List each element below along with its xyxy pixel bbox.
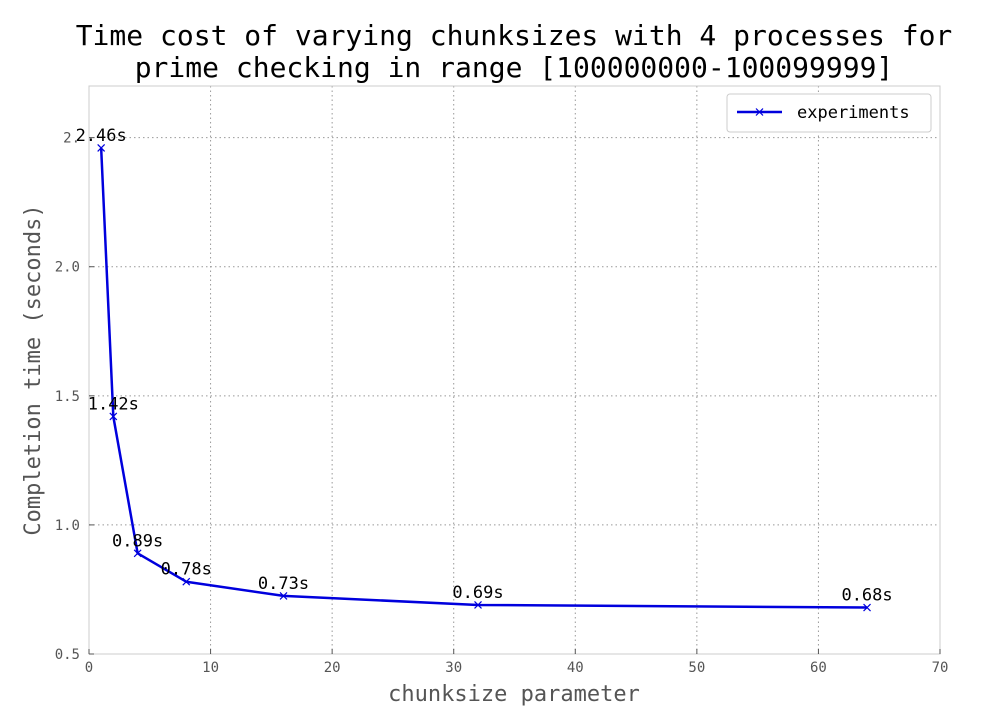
data-label: 1.42s <box>88 394 139 414</box>
x-axis-ticks: 0 10 20 30 40 50 60 70 <box>85 649 949 676</box>
data-label: 0.69s <box>452 583 503 603</box>
y-tick-label: 0.5 <box>55 647 80 663</box>
x-tick-label: 60 <box>810 660 827 676</box>
legend: experiments <box>726 93 932 133</box>
data-point <box>279 591 288 600</box>
legend-box <box>726 93 932 133</box>
y-tick-label: 2. <box>63 131 80 147</box>
y-tick-label: 2.0 <box>55 260 80 276</box>
legend-label: experiments <box>797 103 910 123</box>
chart-title-line-1: Time cost of varying chunksizes with 4 p… <box>76 19 953 52</box>
data-point <box>133 549 142 558</box>
data-label: 0.89s <box>112 531 163 551</box>
series-line <box>99 147 868 609</box>
data-point <box>863 603 871 612</box>
legend-marker <box>755 108 764 116</box>
x-tick-label: 10 <box>202 660 219 676</box>
data-label: 0.68s <box>841 586 892 606</box>
data-point <box>97 144 106 152</box>
x-tick-label: 0 <box>85 660 93 676</box>
data-point <box>474 601 482 609</box>
y-axis-label: Completion time (seconds) <box>21 204 46 535</box>
data-point <box>109 412 118 421</box>
data-label: 2.46s <box>76 126 127 146</box>
x-tick-label: 30 <box>445 660 462 676</box>
x-tick-label: 20 <box>324 660 341 676</box>
plot-frame <box>88 85 941 655</box>
chart-title-line-2: prime checking in range [100000000-10009… <box>135 51 894 84</box>
x-tick-label: 70 <box>932 660 949 676</box>
y-tick-label: 1.5 <box>55 389 80 405</box>
x-tick-label: 40 <box>567 660 584 676</box>
data-point <box>182 577 191 586</box>
x-tick-label: 50 <box>688 660 705 676</box>
y-tick-label: 1.0 <box>55 518 80 534</box>
data-label: 0.73s <box>258 574 309 594</box>
y-axis-ticks: 0.5 1.0 1.5 2.0 2. <box>55 131 94 663</box>
x-axis-label: chunksize parameter <box>388 682 640 707</box>
grid <box>89 86 940 654</box>
data-label: 0.78s <box>161 560 212 580</box>
data-labels: 2.46s 1.42s 0.89s 0.78s 0.73s 0.69s 0.68s <box>76 126 893 606</box>
series-layer <box>97 144 871 612</box>
